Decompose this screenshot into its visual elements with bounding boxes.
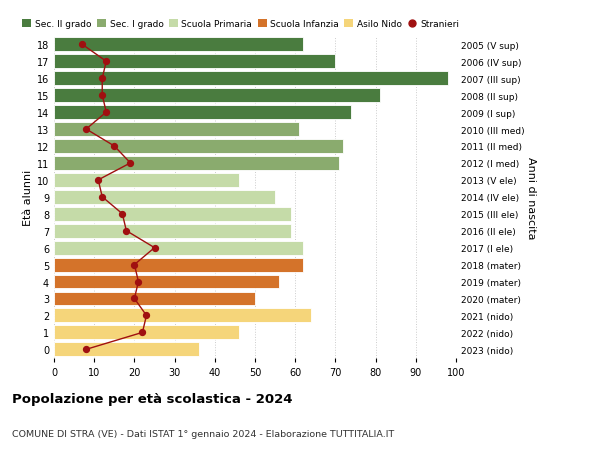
Bar — [54, 241, 303, 255]
Point — [97, 92, 107, 100]
Bar — [54, 190, 275, 204]
Point — [101, 109, 111, 117]
Point — [150, 245, 160, 252]
Point — [77, 41, 87, 49]
Bar — [54, 258, 303, 272]
Point — [130, 261, 139, 269]
Bar — [54, 38, 303, 52]
Bar — [54, 224, 291, 238]
Bar — [54, 72, 448, 86]
Point — [110, 143, 119, 150]
Point — [101, 58, 111, 66]
Point — [82, 126, 91, 134]
Point — [97, 75, 107, 83]
Point — [130, 295, 139, 302]
Point — [118, 211, 127, 218]
Bar — [54, 89, 380, 103]
Point — [97, 194, 107, 201]
Point — [122, 228, 131, 235]
Point — [142, 312, 151, 319]
Point — [82, 346, 91, 353]
Text: COMUNE DI STRA (VE) - Dati ISTAT 1° gennaio 2024 - Elaborazione TUTTITALIA.IT: COMUNE DI STRA (VE) - Dati ISTAT 1° genn… — [12, 429, 394, 438]
Bar — [54, 326, 239, 340]
Bar — [54, 309, 311, 323]
Text: Popolazione per età scolastica - 2024: Popolazione per età scolastica - 2024 — [12, 392, 293, 405]
Point — [125, 160, 135, 167]
Bar — [54, 275, 279, 289]
Point — [94, 177, 103, 184]
Point — [137, 329, 147, 336]
Bar — [54, 342, 199, 357]
Bar — [54, 55, 335, 69]
Bar — [54, 157, 340, 170]
Bar — [54, 292, 255, 306]
Y-axis label: Anni di nascita: Anni di nascita — [526, 156, 536, 239]
Bar — [54, 174, 239, 187]
Legend: Sec. II grado, Sec. I grado, Scuola Primaria, Scuola Infanzia, Asilo Nido, Stran: Sec. II grado, Sec. I grado, Scuola Prim… — [22, 20, 459, 29]
Bar — [54, 140, 343, 154]
Point — [134, 278, 143, 285]
Bar — [54, 123, 299, 137]
Bar — [54, 207, 291, 221]
Y-axis label: Età alunni: Età alunni — [23, 169, 32, 225]
Bar — [54, 106, 352, 120]
